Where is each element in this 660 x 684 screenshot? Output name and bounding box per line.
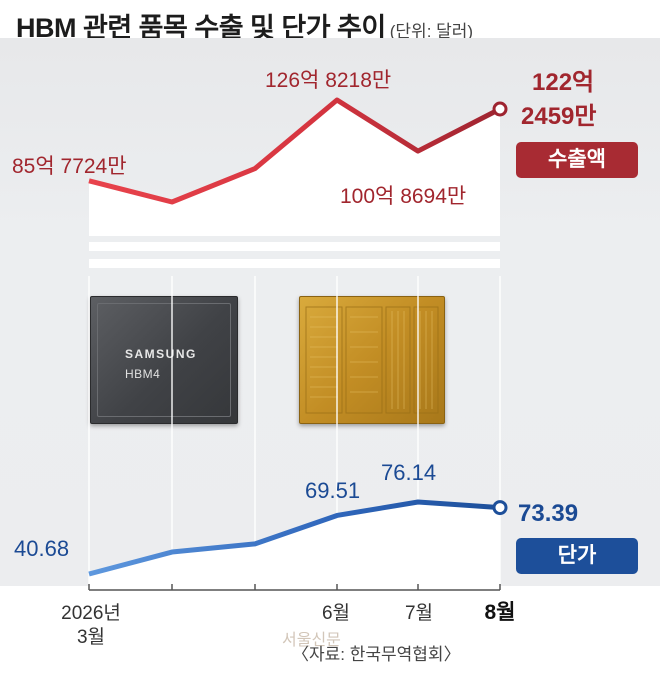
export-series-badge: 수출액 [516, 142, 638, 178]
export-label-jul: 100억 8694만 [340, 185, 467, 208]
price-line [88, 499, 501, 577]
die-pattern [305, 306, 439, 414]
gold-hbm-die-image [299, 296, 445, 424]
samsung-hbm4-chip-image: SAMSUNG HBM4 [90, 296, 238, 424]
export-series [88, 97, 508, 205]
x-tick-mar-year: 2026년 [61, 603, 121, 624]
export-line [88, 97, 502, 205]
price-label-mar: 40.68 [14, 536, 70, 561]
watermark-text: 서울신문 [282, 632, 341, 649]
x-tick-mar-month: 3월 [76, 627, 106, 648]
x-tick-jun: 6월 [321, 603, 351, 624]
x-tick-aug: 8월 [484, 601, 516, 624]
divider-band [89, 242, 500, 251]
export-area-fill [89, 99, 500, 236]
x-tick-jul: 7월 [404, 603, 434, 624]
price-series [88, 499, 508, 577]
price-area [89, 502, 500, 590]
price-label-jun: 69.51 [305, 478, 361, 503]
export-label-mar: 85억 7724만 [12, 155, 127, 178]
x-axis [88, 584, 501, 591]
price-label-aug: 73.39 [518, 500, 579, 527]
divider-bands [89, 242, 500, 268]
export-label-aug-line2: 2459만 [521, 103, 597, 130]
unit-label: (단위: 달러) [389, 22, 474, 41]
divider-band [89, 259, 500, 268]
price-series-badge: 단가 [516, 538, 638, 574]
export-label-jun: 126억 8218만 [265, 69, 392, 92]
price-label-jul: 76.14 [381, 460, 437, 485]
source-note: 〈자료: 한국무역협회〉 [292, 645, 461, 664]
export-label-aug-line1: 122억 [532, 69, 595, 96]
export-endpoint-marker [492, 101, 508, 117]
chip-brand-text: SAMSUNG [125, 347, 197, 361]
chip-model-text: HBM4 [125, 367, 161, 381]
price-endpoint-marker [492, 500, 508, 516]
export-area [89, 99, 500, 236]
price-area-fill [89, 502, 500, 590]
